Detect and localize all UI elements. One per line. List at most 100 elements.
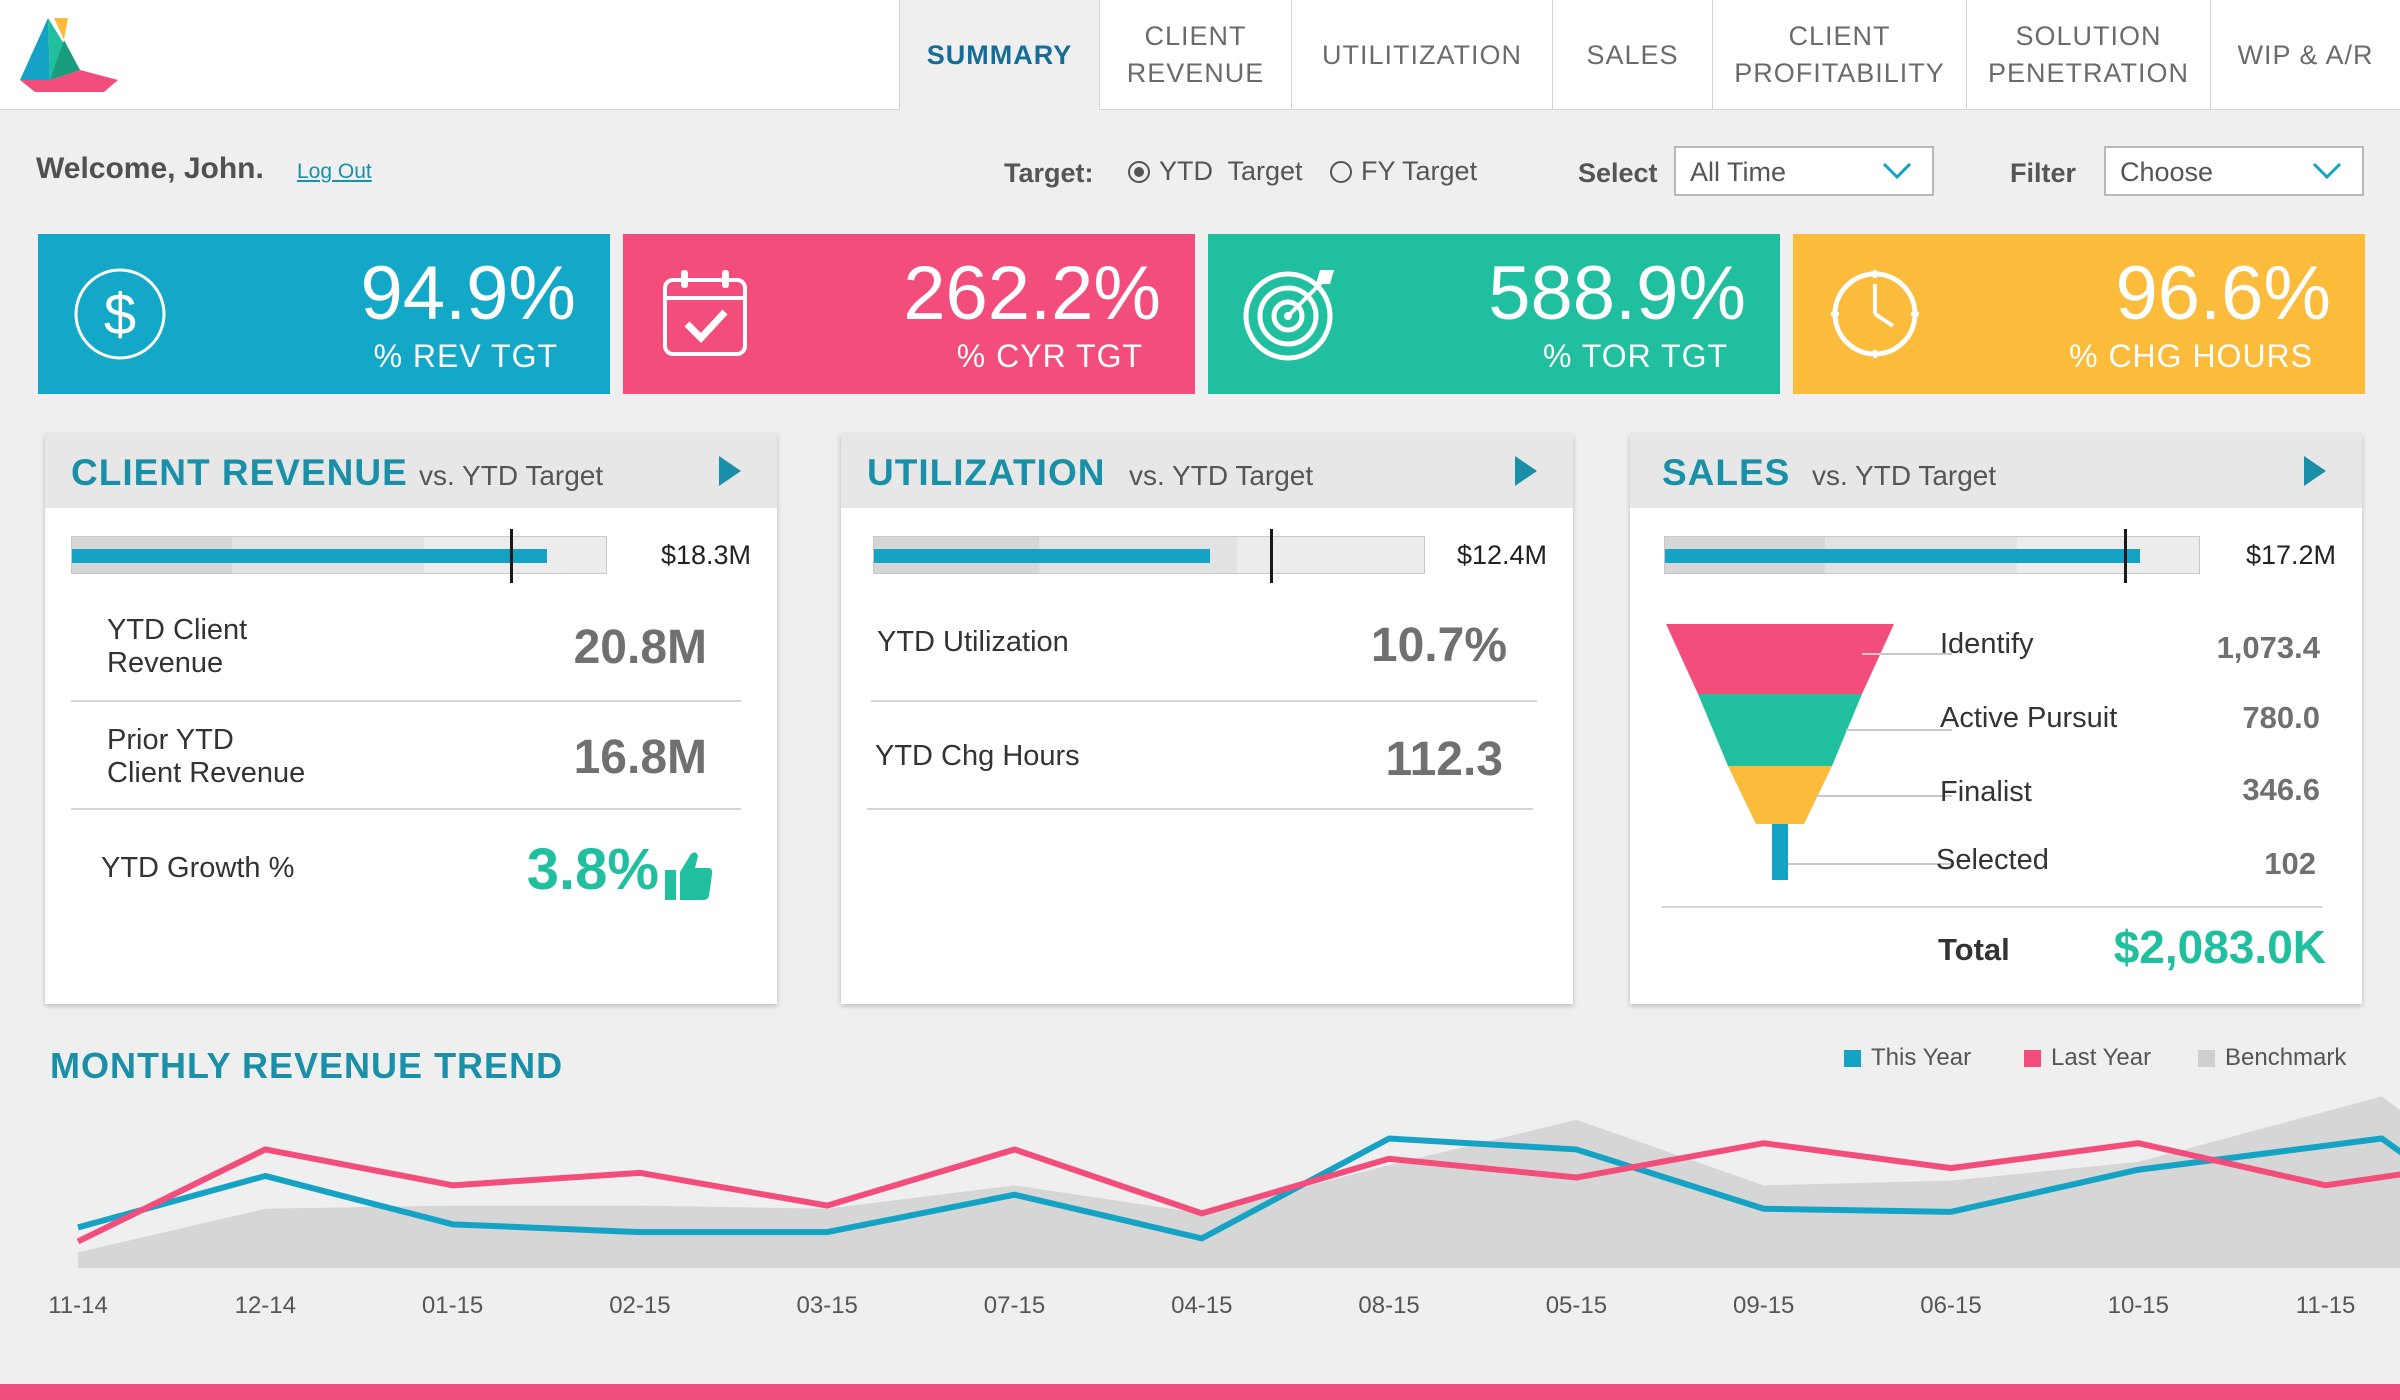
kpi-value: 262.2% xyxy=(903,251,1161,336)
tab-solution-penetration[interactable]: SOLUTION PENETRATION xyxy=(1966,0,2210,110)
card-title: UTILIZATION xyxy=(867,452,1106,493)
tab-client-profitability[interactable]: CLIENT PROFITABILITY xyxy=(1712,0,1966,110)
funnel-label: Active Pursuit xyxy=(1940,702,2118,734)
x-tick-label: 06-15 xyxy=(1920,1292,1981,1319)
bullet-value: $17.2M xyxy=(2245,540,2336,570)
bullet-chart xyxy=(71,529,607,583)
funnel-value: 780.0 xyxy=(2242,700,2320,735)
x-tick-label: 07-15 xyxy=(984,1292,1045,1319)
kpi-cyr-tgt[interactable]: 262.2% % CYR TGT xyxy=(623,234,1195,394)
tab-wip-ar[interactable]: WIP & A/R xyxy=(2210,0,2400,110)
funnel-label: Finalist xyxy=(1940,776,2032,808)
trend-title: MONTHLY REVENUE TREND xyxy=(50,1045,564,1086)
monthly-revenue-trend-chart: 11-14 12-14 01-15 02-15 03-15 07-15 04-15 08-15… xyxy=(48,1096,2400,1319)
kpi-value: 588.9% xyxy=(1488,251,1746,336)
legend-last-year[interactable]: Last Year xyxy=(2024,1044,2151,1072)
series-last-year-line xyxy=(76,1140,2400,1245)
radio-ytd-label: YTD Target xyxy=(1159,156,1303,186)
sales-card: SALES vs. YTD Target $17.2M Identify 1,0… xyxy=(1630,434,2362,1004)
calendar-check-icon xyxy=(663,270,747,356)
tab-client-revenue[interactable]: CLIENT REVENUE xyxy=(1099,0,1291,110)
x-tick-label: 05-15 xyxy=(1546,1292,1607,1319)
funnel-label: Selected xyxy=(1936,844,2049,876)
chevron-down-icon xyxy=(2312,162,2342,180)
radio-selected-icon xyxy=(1128,160,1150,183)
row-value: 112.3 xyxy=(1385,733,1503,786)
legend-benchmark[interactable]: Benchmark xyxy=(2198,1044,2346,1072)
dollar-icon: $ xyxy=(74,268,166,360)
play-arrow-icon[interactable] xyxy=(2304,456,2326,486)
radio-ytd-target[interactable]: YTD Target xyxy=(1128,156,1303,187)
card-subtitle: vs. YTD Target xyxy=(1129,460,1314,491)
legend-this-year[interactable]: This Year xyxy=(1844,1044,1971,1072)
x-tick-label: 12-14 xyxy=(235,1292,296,1319)
legend-swatch xyxy=(2198,1049,2215,1067)
welcome-message: Welcome, John. xyxy=(36,152,264,185)
select-label: Select xyxy=(1578,158,1658,188)
logout-link[interactable]: Log Out xyxy=(297,160,372,183)
kpi-rev-tgt[interactable]: $ 94.9% % REV TGT xyxy=(38,234,610,394)
play-arrow-icon[interactable] xyxy=(1515,456,1537,486)
row-label: YTD Chg Hours xyxy=(875,740,1080,772)
company-logo-icon[interactable] xyxy=(20,18,118,92)
funnel-stage-finalist xyxy=(1728,766,1832,824)
target-icon xyxy=(1243,270,1334,361)
kpi-label: % TOR TGT xyxy=(1542,338,1728,374)
bullet-target-marker xyxy=(1270,529,1273,583)
kpi-label: % CYR TGT xyxy=(956,338,1143,374)
row-label: Prior YTD Client Revenue xyxy=(107,724,306,789)
funnel-row-finalist: Finalist 346.6 xyxy=(1940,772,2320,809)
sales-funnel-chart xyxy=(1666,624,1952,880)
kpi-chg-hours[interactable]: 96.6% % CHG HOURS xyxy=(1793,234,2365,394)
filter-value: Choose xyxy=(2120,157,2214,187)
x-tick-label: 08-15 xyxy=(1358,1292,1419,1319)
svg-text:$: $ xyxy=(104,282,136,347)
bullet-progress-fill xyxy=(1665,549,2141,563)
funnel-row-active-pursuit: Active Pursuit 780.0 xyxy=(1940,700,2320,735)
top-header: SUMMARY CLIENT REVENUE UTILITIZATION SAL… xyxy=(0,0,2400,110)
funnel-stage-active-pursuit xyxy=(1698,694,1862,766)
tab-summary[interactable]: SUMMARY xyxy=(899,0,1099,110)
legend-label: Benchmark xyxy=(2225,1044,2347,1071)
kpi-value: 94.9% xyxy=(360,251,577,336)
kpi-tor-tgt[interactable]: 588.9% % TOR TGT xyxy=(1208,234,1780,394)
funnel-label: Identify xyxy=(1940,628,2034,660)
tab-sales[interactable]: SALES xyxy=(1552,0,1712,110)
x-tick-label: 11-14 xyxy=(48,1292,108,1319)
card-subtitle: vs. YTD Target xyxy=(1812,460,1997,491)
bullet-chart xyxy=(1664,529,2200,583)
legend-swatch xyxy=(1844,1049,1861,1067)
bullet-value: $12.4M xyxy=(1456,540,1547,570)
growth-value: 3.8% xyxy=(526,837,659,902)
bottom-accent-bar xyxy=(0,1384,2400,1400)
funnel-row-selected: Selected 102 xyxy=(1936,844,2316,881)
target-label: Target: xyxy=(1004,158,1094,188)
clock-icon xyxy=(1831,270,1919,358)
row-value: 16.8M xyxy=(573,731,707,784)
card-header: UTILIZATION vs. YTD Target xyxy=(841,434,1573,508)
filter-dropdown[interactable]: Choose xyxy=(2104,146,2364,196)
legend-label: This Year xyxy=(1871,1044,1972,1071)
radio-fy-target[interactable]: FY Target xyxy=(1330,156,1477,187)
play-arrow-icon[interactable] xyxy=(719,456,741,486)
card-subtitle: vs. YTD Target xyxy=(419,460,604,491)
tab-utilization[interactable]: UTILITIZATION xyxy=(1291,0,1552,110)
bullet-progress-fill xyxy=(874,549,1210,563)
main-nav: SUMMARY CLIENT REVENUE UTILITIZATION SAL… xyxy=(899,0,2400,110)
funnel-stage-identify xyxy=(1666,624,1894,694)
bullet-target-marker xyxy=(2124,529,2128,583)
row-label: YTD Growth % xyxy=(101,852,295,884)
funnel-row-identify: Identify 1,073.4 xyxy=(1940,628,2320,665)
list-item: YTD Growth % 3.8% xyxy=(71,810,751,920)
card-title: CLIENT REVENUE xyxy=(71,452,408,493)
list-item: YTD Chg Hours 112.3 xyxy=(867,702,1533,810)
time-select-dropdown[interactable]: All Time xyxy=(1674,146,1934,196)
list-item: Prior YTD Client Revenue 16.8M xyxy=(71,702,741,810)
legend-swatch xyxy=(2024,1049,2041,1067)
legend-label: Last Year xyxy=(2051,1044,2152,1071)
client-revenue-card: CLIENT REVENUE vs. YTD Target $18.3M YTD… xyxy=(45,434,777,1004)
x-tick-label: 09-15 xyxy=(1733,1292,1794,1319)
time-select-value: All Time xyxy=(1690,157,1787,187)
funnel-value: 1,073.4 xyxy=(2216,630,2320,665)
x-tick-label: 10-15 xyxy=(2108,1292,2169,1319)
